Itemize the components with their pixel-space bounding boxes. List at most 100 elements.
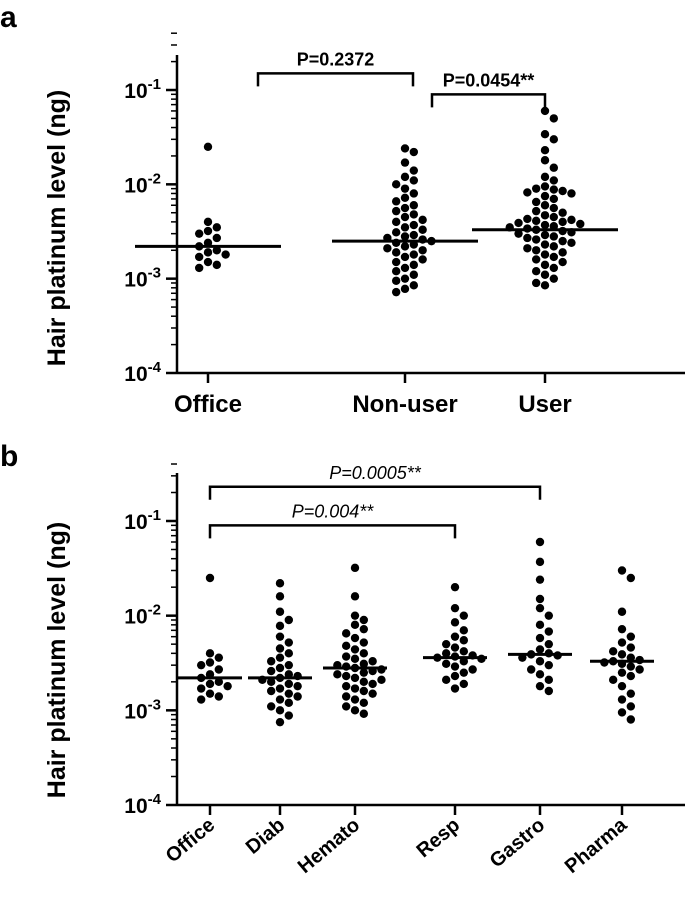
data-point (275, 644, 285, 653)
data-point (341, 702, 351, 711)
data-point (275, 695, 285, 704)
data-point (350, 654, 360, 664)
data-point (266, 686, 276, 696)
panel-a-axes (175, 55, 685, 375)
panel-a-medians (135, 228, 618, 248)
data-point (626, 632, 636, 641)
data-point (535, 633, 545, 643)
data-point (196, 684, 206, 693)
data-point (214, 692, 224, 701)
data-point (275, 684, 285, 693)
data-point (203, 142, 213, 151)
panel-a-comparisons: P=0.2372 P=0.0454** (256, 49, 547, 108)
data-point (203, 226, 213, 236)
data-point (540, 156, 550, 165)
data-point (450, 671, 460, 681)
data-point (540, 220, 550, 230)
data-point (293, 692, 302, 701)
data-point (350, 611, 360, 620)
data-point (523, 188, 532, 197)
data-point (544, 611, 554, 620)
data-point (400, 193, 410, 202)
data-point (205, 658, 215, 667)
data-point (535, 645, 545, 654)
data-point (359, 615, 369, 625)
data-point (626, 715, 636, 724)
data-point (350, 633, 360, 643)
comparison-p-value: P=0.004** (292, 501, 375, 521)
data-point (359, 686, 369, 696)
data-point (549, 252, 559, 262)
data-point (459, 647, 469, 656)
data-point (400, 263, 410, 273)
data-point (212, 233, 222, 243)
data-point (441, 649, 451, 658)
data-point (540, 270, 550, 279)
data-point (223, 681, 232, 691)
data-point (400, 158, 410, 167)
panel-b-medians (178, 652, 654, 680)
data-point (221, 250, 230, 259)
data-point (391, 248, 401, 257)
category-label: Office (174, 391, 242, 418)
data-point (540, 240, 550, 249)
comparison-p-value: P=0.0005** (329, 463, 422, 483)
data-point (333, 670, 342, 679)
data-point (459, 668, 469, 677)
data-point (391, 287, 401, 297)
data-point (409, 166, 419, 175)
data-point (359, 638, 369, 647)
data-point (409, 210, 419, 219)
data-point (400, 223, 410, 232)
data-point (284, 649, 294, 658)
data-point (531, 246, 541, 255)
data-point (617, 708, 627, 717)
y-tick-label: 10-3 (124, 696, 161, 723)
data-point (549, 242, 559, 251)
data-point (531, 266, 541, 276)
data-point (391, 197, 401, 206)
data-point (617, 638, 627, 647)
data-point (212, 246, 222, 255)
data-point (523, 214, 532, 224)
comparison-bracket (208, 524, 457, 539)
data-point (284, 638, 294, 647)
data-point (549, 274, 559, 283)
data-point (341, 671, 351, 681)
data-point (391, 276, 401, 285)
data-point (626, 573, 636, 583)
data-point (359, 698, 369, 708)
data-point (608, 675, 618, 685)
data-point (459, 626, 469, 635)
data-point (535, 681, 545, 691)
data-point (450, 582, 460, 592)
data-point (450, 662, 460, 671)
data-point (266, 677, 276, 687)
data-point (617, 695, 627, 704)
y-tick-label: 10-4 (124, 359, 161, 386)
data-point (368, 657, 377, 666)
data-point (341, 692, 351, 701)
data-point (540, 191, 550, 201)
data-point (418, 255, 427, 264)
data-point (350, 706, 360, 715)
data-point (368, 679, 377, 689)
category-label: Resp (413, 814, 465, 862)
data-point (205, 573, 215, 583)
data-point (531, 255, 541, 264)
data-point (531, 206, 541, 216)
data-point (214, 677, 224, 687)
data-point (540, 129, 550, 139)
panel-b-points (196, 537, 644, 727)
data-point (441, 639, 451, 649)
panel-b-comparisons: P=0.0005** P=0.004** (208, 463, 542, 539)
data-point (275, 653, 285, 662)
data-point (284, 711, 294, 720)
data-point (526, 665, 536, 674)
data-point (540, 172, 550, 182)
data-point (531, 235, 541, 244)
data-point (275, 592, 285, 601)
data-point (212, 223, 222, 232)
data-point (418, 215, 427, 225)
